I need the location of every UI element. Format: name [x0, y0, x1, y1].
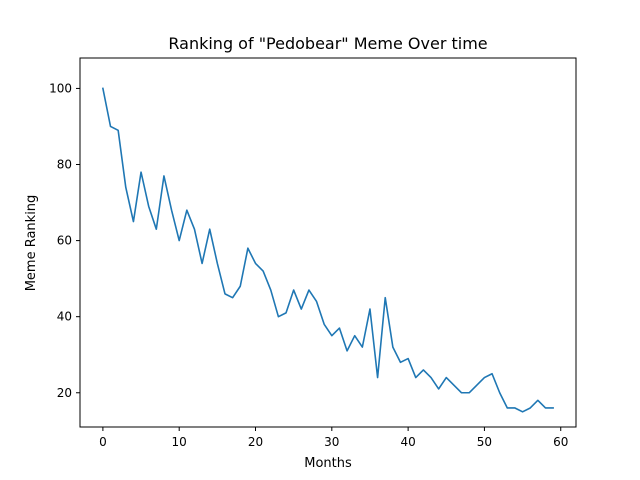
y-tick-label: 60 — [57, 234, 72, 248]
y-tick-label: 80 — [57, 158, 72, 172]
x-tick-label: 20 — [248, 435, 263, 449]
x-tick-label: 40 — [400, 435, 415, 449]
plot-frame — [79, 57, 577, 428]
y-axis-label: Meme Ranking — [24, 195, 39, 292]
y-tick-label: 20 — [57, 386, 72, 400]
y-tick-label: 100 — [49, 81, 72, 95]
x-axis-label: Months — [304, 456, 352, 471]
x-tick-label: 30 — [324, 435, 339, 449]
plot-layer: 0 10 20 30 40 50 60 20 40 60 80 100 — [49, 57, 577, 449]
chart-title: Ranking of "Pedobear" Meme Over time — [168, 34, 487, 53]
x-tick-label: 50 — [477, 435, 492, 449]
x-tick-label: 60 — [553, 435, 568, 449]
y-tick-label: 40 — [57, 310, 72, 324]
x-tick-label: 10 — [172, 435, 187, 449]
series-line — [101, 87, 554, 413]
x-tick-label: 0 — [99, 435, 107, 449]
